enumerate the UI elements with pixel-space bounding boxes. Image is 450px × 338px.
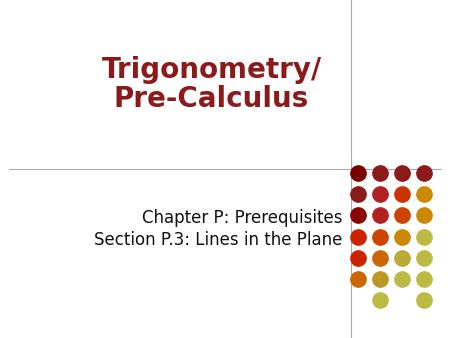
Text: Chapter P: Prerequisites: Chapter P: Prerequisites — [141, 209, 342, 227]
Text: Section P.3: Lines in the Plane: Section P.3: Lines in the Plane — [94, 231, 342, 249]
Text: Pre-Calculus: Pre-Calculus — [114, 86, 309, 114]
Text: Trigonometry/: Trigonometry/ — [101, 55, 322, 83]
